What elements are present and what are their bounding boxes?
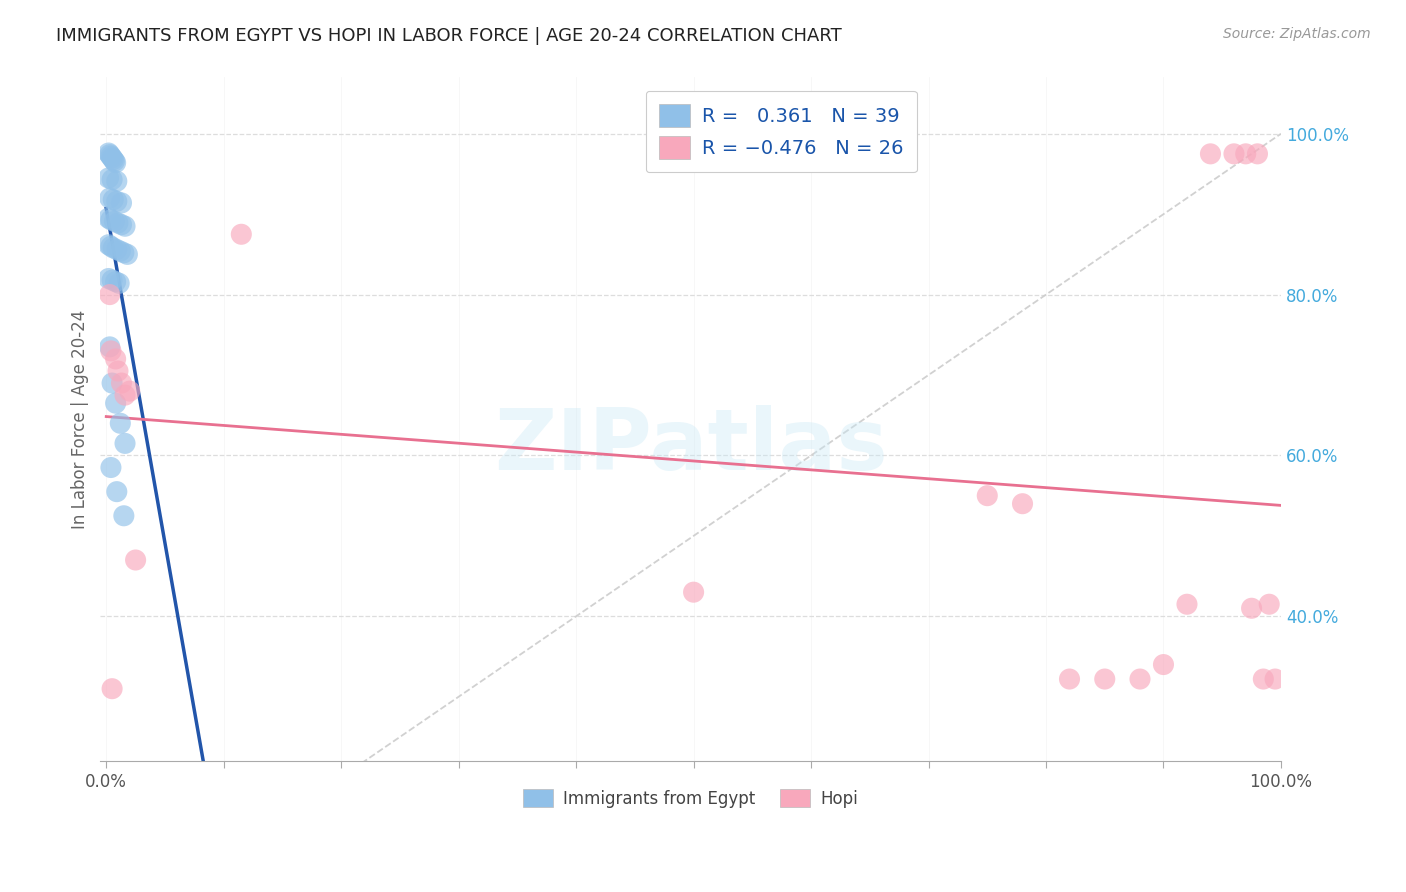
Point — [98, 191, 121, 205]
Text: Source: ZipAtlas.com: Source: ZipAtlas.com — [1223, 27, 1371, 41]
Point — [110, 376, 132, 390]
Point — [97, 171, 120, 186]
Point — [1129, 672, 1152, 686]
Point — [1246, 146, 1268, 161]
Point — [114, 436, 136, 450]
Point — [112, 245, 135, 260]
Point — [110, 218, 132, 232]
Point — [104, 351, 127, 366]
Point — [103, 154, 125, 169]
Point — [105, 174, 128, 188]
Point — [101, 172, 124, 186]
Point — [104, 155, 127, 169]
Point — [1240, 601, 1263, 615]
Legend: Immigrants from Egypt, Hopi: Immigrants from Egypt, Hopi — [516, 782, 865, 814]
Point — [1094, 672, 1116, 686]
Point — [1059, 672, 1081, 686]
Y-axis label: In Labor Force | Age 20-24: In Labor Force | Age 20-24 — [72, 310, 89, 529]
Point — [976, 489, 998, 503]
Point — [100, 343, 122, 358]
Point — [1175, 597, 1198, 611]
Point — [118, 384, 141, 398]
Point — [105, 194, 128, 209]
Point — [1011, 497, 1033, 511]
Point — [101, 681, 124, 696]
Point — [97, 211, 120, 226]
Point — [114, 219, 136, 234]
Point — [107, 364, 129, 378]
Point — [117, 247, 139, 261]
Point — [104, 275, 127, 289]
Point — [112, 508, 135, 523]
Point — [110, 244, 132, 259]
Point — [124, 553, 146, 567]
Point — [104, 396, 127, 410]
Point — [1264, 672, 1286, 686]
Point — [103, 153, 125, 167]
Point — [1258, 597, 1281, 611]
Point — [110, 417, 132, 431]
Point — [100, 149, 122, 163]
Point — [97, 237, 120, 252]
Point — [105, 243, 128, 257]
Point — [1253, 672, 1275, 686]
Point — [103, 214, 125, 228]
Point — [103, 241, 125, 255]
Point — [1153, 657, 1175, 672]
Point — [682, 585, 704, 599]
Point — [110, 195, 132, 210]
Point — [98, 340, 121, 354]
Point — [100, 460, 122, 475]
Point — [103, 193, 125, 207]
Point — [107, 216, 129, 230]
Text: ZIPatlas: ZIPatlas — [494, 405, 887, 488]
Point — [101, 273, 124, 287]
Point — [101, 376, 124, 390]
Point — [1199, 146, 1222, 161]
Point — [1223, 146, 1246, 161]
Point — [100, 239, 122, 253]
Point — [1234, 146, 1257, 161]
Point — [98, 287, 121, 301]
Point — [97, 146, 120, 161]
Point — [105, 484, 128, 499]
Point — [231, 227, 253, 242]
Point — [101, 151, 124, 165]
Text: IMMIGRANTS FROM EGYPT VS HOPI IN LABOR FORCE | AGE 20-24 CORRELATION CHART: IMMIGRANTS FROM EGYPT VS HOPI IN LABOR F… — [56, 27, 842, 45]
Point — [114, 388, 136, 402]
Point — [108, 277, 131, 291]
Point — [98, 147, 121, 161]
Point — [100, 212, 122, 227]
Point — [97, 271, 120, 285]
